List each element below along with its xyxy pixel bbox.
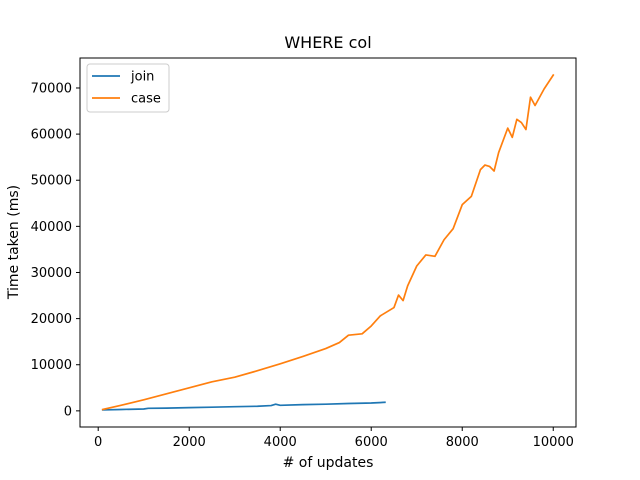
plot-area [79, 57, 577, 428]
y-tick-label: 40000 [31, 220, 72, 235]
axes-frame [79, 57, 577, 428]
y-tick-label: 20000 [31, 312, 72, 327]
x-tick-label: 0 [94, 435, 102, 450]
y-tick-label: 60000 [31, 128, 72, 143]
series-line-join [101, 401, 386, 411]
x-tick-label: 4000 [264, 435, 297, 450]
x-tick-label: 8000 [446, 435, 479, 450]
x-axis: 0 2000 4000 6000 8000 10000 [94, 427, 574, 450]
y-tick-label: 10000 [31, 358, 72, 373]
y-axis: 0 10000 20000 30000 40000 50000 60000 70000 [31, 81, 80, 419]
chart-title: WHERE col [284, 33, 371, 52]
x-axis-label: # of updates [283, 455, 374, 471]
y-axis-label: Time taken (ms) [6, 185, 22, 300]
y-tick-label: 30000 [31, 266, 72, 281]
x-tick-label: 2000 [173, 435, 206, 450]
y-tick-label: 50000 [31, 174, 72, 189]
y-tick-label: 0 [64, 404, 72, 419]
series-line-case [101, 73, 555, 411]
y-tick-label: 70000 [31, 81, 72, 96]
legend-label-join: join [130, 70, 154, 85]
x-tick-label: 6000 [355, 435, 388, 450]
series-layer [101, 73, 555, 411]
legend-label-case: case [131, 92, 161, 107]
x-tick-label: 10000 [533, 435, 574, 450]
legend: join case [86, 63, 170, 113]
